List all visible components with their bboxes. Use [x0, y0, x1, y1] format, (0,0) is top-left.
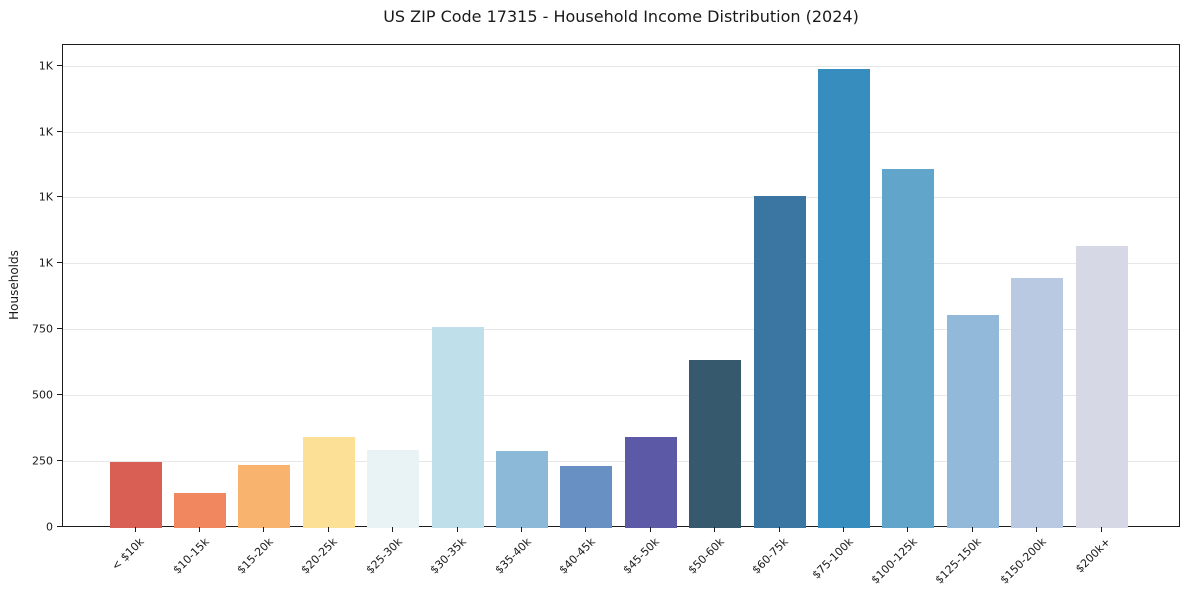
- plot-area: [62, 44, 1180, 528]
- y-gridline: [63, 65, 1179, 67]
- bar-125-150k: [946, 314, 999, 528]
- x-tick-label: $200k+: [1072, 535, 1113, 576]
- y-tick-label: 1K: [38, 59, 53, 73]
- x-tick-mark: [520, 527, 522, 532]
- y-tick-mark: [57, 64, 62, 66]
- x-tick-mark: [649, 527, 651, 532]
- bar-15-20k: [238, 465, 291, 528]
- x-tick-label: $125-150k: [933, 535, 985, 587]
- x-tick-mark: [392, 527, 394, 532]
- y-tick-label: 750: [32, 322, 53, 336]
- chart-title: US ZIP Code 17315 - Household Income Dis…: [383, 7, 859, 26]
- x-tick-label: $60-75k: [749, 535, 791, 577]
- bar-10k: [109, 461, 162, 528]
- bar-75-100k: [817, 69, 870, 528]
- x-tick-label: $30-35k: [427, 535, 469, 577]
- x-tick-mark: [971, 527, 973, 532]
- bar-150-200k: [1011, 277, 1064, 528]
- y-tick-label: 250: [32, 454, 53, 468]
- x-tick-mark: [198, 527, 200, 532]
- x-tick-label: $40-45k: [556, 535, 598, 577]
- bar-200k+: [1075, 245, 1128, 528]
- y-tick-mark: [57, 328, 62, 330]
- x-tick-label: $15-20k: [234, 535, 276, 577]
- y-tick-label: 1K: [38, 125, 53, 139]
- y-tick-mark: [57, 394, 62, 396]
- x-tick-mark: [327, 527, 329, 532]
- x-tick-mark: [714, 527, 716, 532]
- y-tick-label: 0: [46, 520, 53, 534]
- y-tick-mark: [57, 526, 62, 527]
- x-tick-label: $150-200k: [997, 535, 1049, 587]
- y-gridline: [63, 131, 1179, 133]
- x-tick-mark: [134, 527, 136, 532]
- bar-25-30k: [367, 449, 420, 528]
- bar-50-60k: [689, 360, 742, 528]
- y-gridline: [63, 461, 1179, 463]
- y-tick-label: 1K: [38, 190, 53, 204]
- bar-30-35k: [431, 327, 484, 528]
- bar-10-15k: [173, 492, 226, 528]
- bar-20-25k: [302, 436, 355, 528]
- x-tick-label: < $10k: [109, 535, 147, 573]
- y-gridline: [63, 395, 1179, 397]
- y-tick-label: 500: [32, 388, 53, 402]
- bar-60-75k: [753, 196, 806, 528]
- x-tick-mark: [456, 527, 458, 532]
- y-tick-mark: [57, 262, 62, 264]
- y-axis-label: Households: [7, 250, 21, 320]
- y-tick-label: 1K: [38, 256, 53, 270]
- bar-45-50k: [624, 437, 677, 528]
- y-gridline: [63, 329, 1179, 331]
- x-tick-label: $50-60k: [685, 535, 727, 577]
- y-tick-mark: [57, 130, 62, 132]
- x-tick-label: $20-25k: [298, 535, 341, 577]
- y-tick-mark: [57, 196, 62, 198]
- bar-35-40k: [495, 450, 548, 528]
- y-gridline: [63, 197, 1179, 199]
- x-tick-mark: [1036, 527, 1038, 532]
- y-tick-mark: [57, 460, 62, 462]
- y-gridline: [63, 263, 1179, 265]
- x-tick-label: $10-15k: [170, 535, 212, 577]
- x-tick-mark: [263, 527, 265, 532]
- x-tick-mark: [778, 527, 780, 532]
- bar-40-45k: [560, 466, 613, 528]
- x-tick-label: $25-30k: [363, 535, 405, 577]
- x-tick-mark: [907, 527, 909, 532]
- x-tick-label: $35-40k: [492, 535, 534, 577]
- bar-100-125k: [882, 168, 935, 528]
- x-tick-label: $45-50k: [620, 535, 663, 577]
- x-tick-mark: [1100, 527, 1102, 532]
- x-tick-label: $75-100k: [809, 535, 856, 582]
- x-tick-mark: [842, 527, 844, 532]
- x-tick-mark: [585, 527, 587, 532]
- x-tick-label: $100-125k: [868, 535, 920, 587]
